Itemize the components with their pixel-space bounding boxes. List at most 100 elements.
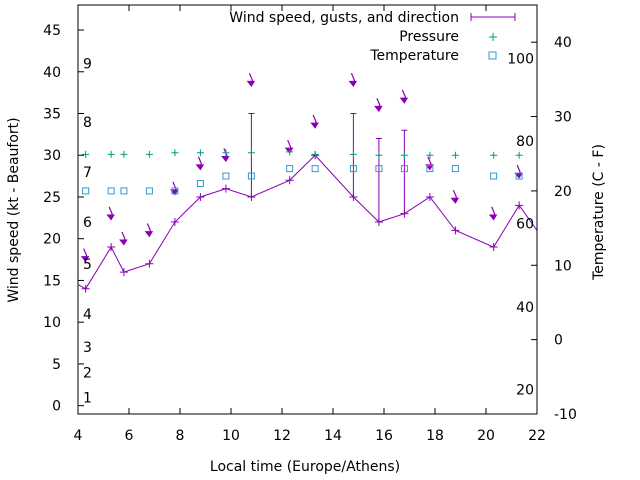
- plot-frame: [77, 4, 538, 415]
- wind-direction-arrowhead: [221, 156, 230, 163]
- temperature-point: [222, 172, 230, 180]
- wind-direction-arrowhead: [310, 122, 319, 129]
- pressure-point: [120, 150, 128, 158]
- wind-speed-point: [451, 226, 460, 235]
- pressure-point: [196, 149, 204, 157]
- y2-tick-label: 10: [554, 258, 572, 274]
- temperature-point: [349, 165, 357, 173]
- legend-label-temperature: Temperature: [369, 48, 459, 64]
- wind-speed-point: [81, 284, 90, 293]
- y-tick-label: 10: [43, 315, 61, 331]
- y2-tick-label: 0: [554, 333, 563, 349]
- wind-direction-arrowhead: [106, 214, 115, 221]
- beaufort-label: 2: [83, 365, 92, 381]
- legend-symbol-temperature: [488, 51, 497, 60]
- temperature-point: [82, 187, 90, 195]
- x-tick-label: 16: [375, 428, 393, 444]
- fahrenheit-label: 20: [516, 382, 534, 398]
- wind-speed-point: [145, 259, 154, 268]
- wind-gust-bar: [375, 138, 382, 223]
- temperature-point: [311, 165, 319, 173]
- x-tick-label: 4: [74, 428, 83, 444]
- wind-direction-arrowhead: [399, 97, 409, 104]
- pressure-point: [400, 151, 408, 159]
- y-tick-label: 45: [43, 23, 61, 39]
- beaufort-label: 7: [83, 165, 92, 181]
- x-tick-label: 8: [176, 428, 185, 444]
- y-tick-label: 25: [43, 190, 61, 206]
- pressure-point: [247, 149, 255, 157]
- beaufort-label: 9: [83, 56, 92, 72]
- fahrenheit-label: 100: [507, 52, 534, 68]
- temperature-point: [286, 165, 294, 173]
- y-tick-label: 35: [43, 107, 61, 123]
- pressure-point: [311, 150, 319, 158]
- beaufort-label: 1: [83, 390, 92, 406]
- y-tick-label: 20: [43, 232, 61, 248]
- wind-speed-point: [107, 243, 116, 252]
- legend-symbol-wind: [470, 13, 516, 21]
- y2-axis-label: Temperature (C - F): [591, 144, 607, 281]
- x-tick-label: 22: [528, 428, 546, 444]
- y2-tick-label: 20: [554, 184, 572, 200]
- wind-direction-arrowhead: [488, 214, 498, 221]
- wind-direction-arrowhead: [119, 239, 128, 246]
- wind-direction-arrowhead: [195, 164, 205, 171]
- wind-direction-arrowhead: [246, 80, 256, 87]
- pressure-point: [171, 149, 179, 157]
- legend-label-wind: Wind speed, gusts, and direction: [229, 10, 459, 26]
- pressure-point: [222, 149, 230, 157]
- temperature-point: [451, 165, 459, 173]
- y-tick-label: 0: [52, 399, 61, 415]
- pressure-point: [451, 151, 459, 159]
- legend-symbol-pressure: [489, 33, 497, 41]
- pressure-point: [375, 151, 383, 159]
- x-tick-label: 6: [125, 428, 134, 444]
- y2-tick-label: 30: [554, 110, 572, 126]
- wind-speed-point: [515, 201, 524, 210]
- x-tick-label: 14: [324, 428, 342, 444]
- wind-speed-point: [285, 176, 294, 185]
- wind-speed-point: [119, 268, 128, 277]
- y-tick-label: 30: [43, 148, 61, 164]
- wind-direction-arrowhead: [80, 256, 90, 263]
- y-tick-label: 5: [52, 357, 61, 373]
- pressure-point: [349, 150, 357, 158]
- pressure-point: [490, 151, 498, 159]
- wind-direction-arrowhead: [144, 231, 154, 238]
- pressure-point: [107, 150, 115, 158]
- y-tick-label: 15: [43, 273, 61, 289]
- fahrenheit-label: 60: [516, 217, 534, 233]
- pressure-point: [515, 151, 523, 159]
- x-axis-label: Local time (Europe/Athens): [210, 459, 400, 475]
- x-tick-label: 20: [477, 428, 495, 444]
- temperature-point: [426, 165, 434, 173]
- legend-label-pressure: Pressure: [399, 29, 459, 45]
- wind-speed-point: [196, 192, 205, 201]
- pressure-point: [286, 148, 294, 156]
- temperature-point: [107, 187, 115, 195]
- x-tick-label: 10: [222, 428, 240, 444]
- y-tick-label: 40: [43, 65, 61, 81]
- wind-direction-arrowhead: [374, 105, 383, 113]
- wind-direction-arrowhead: [450, 197, 460, 204]
- legend: Wind speed, gusts, and direction Pressur…: [229, 10, 516, 64]
- temperature-point: [120, 187, 128, 195]
- temperature-point: [490, 172, 498, 180]
- beaufort-label: 8: [83, 115, 92, 131]
- temperature-point: [247, 172, 255, 180]
- wind-speed-point: [221, 184, 230, 193]
- wind-speed-point: [425, 192, 434, 201]
- y-axis-label: Wind speed (kt - Beaufort): [6, 117, 22, 302]
- temperature-point: [145, 187, 153, 195]
- wind-speed-line: [77, 154, 538, 290]
- temperature-point: [171, 187, 179, 195]
- fahrenheit-label: 40: [516, 300, 534, 316]
- temperature-point: [196, 179, 204, 187]
- beaufort-label: 6: [83, 215, 92, 231]
- beaufort-label: 5: [83, 257, 92, 273]
- y2-tick-label: 40: [554, 35, 572, 51]
- pressure-point: [426, 151, 434, 159]
- wind-direction-arrowhead: [348, 80, 358, 87]
- temperature-point: [515, 172, 523, 180]
